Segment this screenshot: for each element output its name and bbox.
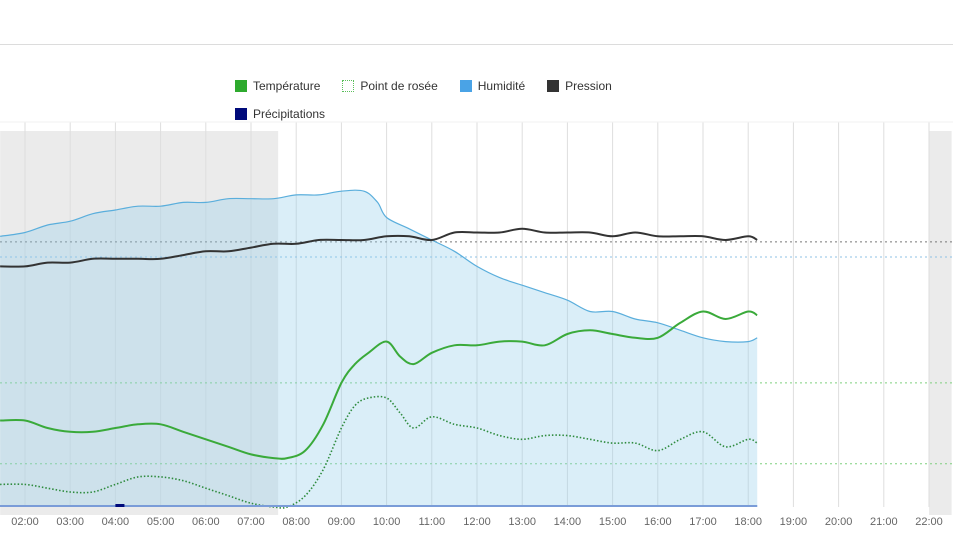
x-tick-label: 19:00 — [780, 516, 808, 528]
precipitation-bar — [115, 504, 125, 507]
x-tick-label: 11:00 — [418, 516, 445, 528]
humidity-swatch-icon — [459, 80, 472, 92]
legend-label: Humidité — [477, 79, 526, 93]
x-tick-label: 07:00 — [237, 516, 265, 528]
chart-legend: Température Point de rosée Humidité Pres… — [235, 72, 655, 128]
x-tick-label: 12:00 — [463, 516, 491, 528]
x-tick-label: 22:00 — [915, 516, 943, 528]
night-band — [929, 131, 952, 515]
x-tick-label: 03:00 — [56, 516, 84, 528]
x-tick-label: 17:00 — [689, 516, 717, 528]
humidity-line — [0, 189, 758, 343]
x-tick-label: 13:00 — [508, 516, 536, 528]
x-tick-label: 18:00 — [734, 516, 762, 528]
x-tick-label: 04:00 — [102, 516, 130, 528]
temperature-line — [0, 310, 758, 460]
header-divider — [0, 44, 953, 45]
legend-item-dew-point[interactable]: Point de rosée — [342, 79, 438, 93]
legend-item-pressure[interactable]: Pression — [547, 79, 612, 93]
legend-item-humidity[interactable]: Humidité — [459, 79, 526, 93]
humidity-area — [0, 190, 758, 507]
pressure-swatch-icon — [547, 80, 560, 92]
x-tick-label: 16:00 — [644, 516, 672, 528]
legend-label: Point de rosée — [360, 79, 438, 93]
temperature-swatch-icon — [235, 80, 247, 92]
x-tick-label: 06:00 — [192, 516, 220, 528]
legend-label: Pression — [565, 79, 612, 93]
x-tick-label: 10:00 — [373, 516, 401, 528]
x-tick-label: 14:00 — [554, 516, 582, 528]
x-tick-label: 05:00 — [147, 516, 175, 528]
legend-label: Précipitations — [253, 107, 326, 121]
x-tick-label: 08:00 — [282, 516, 310, 528]
precipitation-swatch-icon — [235, 108, 247, 120]
legend-item-temperature[interactable]: Température — [235, 79, 320, 93]
x-tick-label: 09:00 — [328, 516, 356, 528]
x-tick-label: 21:00 — [870, 516, 898, 528]
night-band — [0, 131, 279, 515]
legend-item-precipitation[interactable]: Précipitations — [235, 107, 325, 121]
dew-point-swatch-icon — [342, 80, 355, 92]
dew-point-line — [0, 395, 758, 509]
pressure-line — [0, 227, 758, 268]
legend-label: Température — [253, 79, 321, 93]
x-tick-label: 02:00 — [11, 516, 39, 528]
x-tick-label: 20:00 — [825, 516, 853, 528]
x-tick-label: 15:00 — [599, 516, 627, 528]
